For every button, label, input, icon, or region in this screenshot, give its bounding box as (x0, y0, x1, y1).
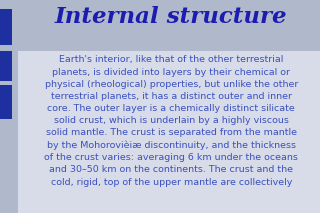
Text: Earth's interior, like that of the other terrestrial
planets, is divided into la: Earth's interior, like that of the other… (44, 55, 298, 187)
Bar (0, 85, 12, 119)
Bar (0, 51, 12, 81)
FancyBboxPatch shape (18, 51, 320, 213)
Text: Internal structure: Internal structure (55, 6, 287, 28)
Bar (0, 9, 12, 45)
